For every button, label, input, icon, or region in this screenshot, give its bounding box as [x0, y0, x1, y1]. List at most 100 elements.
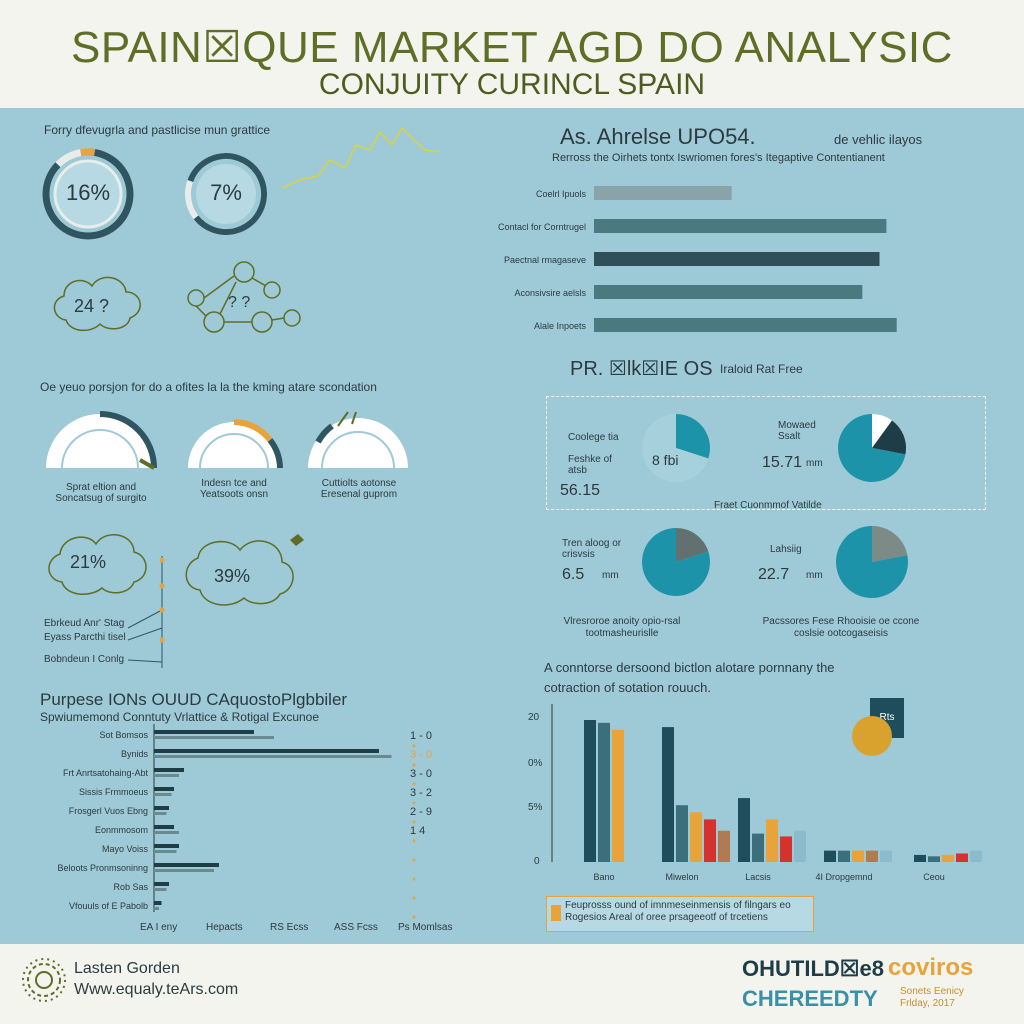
left-footer-label-1: EA I eny: [140, 922, 178, 933]
pie-slice: [872, 420, 906, 455]
right-mid-title: PR. ☒lk☒IE OS: [570, 358, 713, 380]
cloud-21: [48, 534, 147, 595]
y-tick-3: 5%: [528, 802, 543, 813]
note-1: Ebrkeud Anr' Stag: [44, 618, 125, 629]
pie-note-2: Pacssores Fese Rhooisie oe ccone coslsie…: [762, 616, 920, 639]
vbar-bar: [970, 850, 982, 862]
hbar-left-bar-a: [154, 901, 162, 905]
hbar-left-bar-b: [154, 888, 167, 891]
hbar-right-label: Aconsivsire aelsls: [514, 288, 586, 298]
hbar-left-right-label: 1 - 0: [410, 730, 432, 742]
network-icon: [187, 261, 301, 333]
hbar-left-label: Sot Bomsos: [99, 730, 148, 740]
note-box-text: Feuprosss ound of imnmeseinmensis of fil…: [565, 900, 791, 923]
y-tick-2: 0%: [528, 758, 543, 769]
hbar-left-dot: [412, 744, 416, 748]
gauge-3: [308, 411, 408, 469]
vbar-category-label: Bano: [593, 872, 614, 882]
right-top-title-extra: de vehlic ilayos: [834, 132, 923, 147]
vbar-bar: [662, 727, 674, 862]
hbar-left-label: Frt Anrtsatohaing-Abt: [63, 768, 149, 778]
vbar-bar: [612, 729, 624, 862]
hbar-left-bar-a: [154, 768, 184, 772]
pie-4-value: 22.7: [758, 566, 790, 583]
hbar-left-dot: [412, 877, 416, 881]
vbar-bar: [914, 854, 926, 862]
right-top-subtitle: Rerross the Oirhets tontx Iswriomen fore…: [552, 152, 885, 164]
vbar-category-label: Ceou: [923, 872, 945, 882]
footer-url[interactable]: Www.equaly.teArs.com: [74, 981, 239, 998]
vbar-bar: [956, 853, 968, 862]
hbar-left-bar-a: [154, 749, 379, 753]
vbar-bar: [838, 850, 850, 862]
page-subtitle: CONJUITY CURINCL SPAIN: [318, 68, 706, 101]
hbar-left-label: Bynids: [121, 749, 149, 759]
gauge-2: [188, 419, 283, 469]
vbar-bar: [676, 805, 688, 862]
pie-group-box: [546, 396, 986, 510]
note-2: Eyass Parcthi tisel: [44, 632, 126, 643]
left-footer-label-2: Hepacts: [206, 922, 243, 933]
main-panel: [0, 108, 1024, 944]
pie-slice: [872, 526, 908, 562]
pie-slice: [872, 414, 892, 448]
donut-1: [42, 148, 134, 240]
cloud-shape: [53, 276, 141, 332]
hbar-left-dot: [412, 782, 416, 786]
vbar-category-label: 4I Dropgemnd: [815, 872, 872, 882]
hbar-left-label: Eonmmosom: [95, 825, 148, 835]
donut-2: [185, 153, 267, 235]
hbar-right-label: Paectnal rmagaseve: [504, 255, 586, 265]
hbar-left-label: Mayo Voiss: [102, 844, 149, 854]
pie-1-inner: 8 fbi: [652, 452, 679, 468]
hbar-left-bar-a: [154, 882, 169, 886]
pie-1-value: 56.15: [560, 482, 601, 499]
footer-org: Lasten Gorden: [74, 960, 180, 977]
hbar-left-bar-a: [154, 806, 169, 810]
hbar-right-bar: [594, 318, 897, 332]
small-leaf-icon: [290, 534, 304, 546]
gauge-3-caption: Cuttiolts aotonse Eresenal guprom: [320, 478, 398, 500]
vbar-bar: [690, 812, 702, 862]
footer-brand-small: Sonets Eenicy Frlday, 2017: [900, 986, 964, 1009]
left-top-caption: Forry dfevugrla and pastlicise mun gratt…: [44, 123, 271, 137]
y-tick-1: 20: [528, 712, 540, 723]
left-bottom-subtitle: Spwiumemond Conntuty Vrlattice & Rotigal…: [40, 710, 320, 724]
sparkline: [281, 126, 441, 189]
vbar-bar: [738, 798, 750, 862]
pie-slice: [676, 414, 710, 459]
vbar-bar: [766, 819, 778, 862]
left-footer-label-4: ASS Fcss: [334, 922, 378, 933]
left-bottom-title: Purpese IONs OUUD CAquostoPlgbbiler: [40, 690, 348, 709]
hbar-left-dot: [412, 858, 416, 862]
note-box-marker: [551, 905, 561, 921]
right-top-title: As. Ahrelse UPO54.: [560, 124, 756, 149]
hbar-left-right-label: 1 4: [410, 825, 425, 837]
hbar-left-bar-b: [154, 831, 179, 834]
hbar-right-label: Coelrl Ipuols: [536, 189, 587, 199]
hbar-left-label: Vfouuls of E Pabolb: [69, 901, 148, 911]
pie-2-label: Mowaed Ssalt: [778, 420, 816, 442]
cloud-39-label: 39%: [214, 566, 251, 586]
vbar-category-label: Lacsis: [745, 872, 771, 882]
vbar-bar: [866, 850, 878, 862]
hbar-left-bar-b: [154, 850, 177, 853]
hbar-left-label: Sissis Frmmoeus: [79, 787, 149, 797]
vbar-bar: [718, 830, 730, 862]
pie-slice: [838, 414, 906, 483]
pie-3-unit: mm: [602, 570, 619, 581]
hbar-right-bar: [594, 252, 880, 266]
hbar-right-bar: [594, 219, 887, 233]
note-3: Bobndeun I Conlg: [44, 654, 125, 665]
hbar-left-dot: [412, 896, 416, 900]
hbar-left-right-label: 2 - 9: [410, 806, 432, 818]
hbar-left-dot: [412, 763, 416, 767]
right-mid-title-extra: Iraloid Rat Free: [720, 362, 803, 376]
cloud-label: 24 ?: [74, 296, 110, 316]
hbar-left-right-label: 3 - 0: [410, 768, 432, 780]
hbar-left-bar-b: [154, 755, 392, 758]
